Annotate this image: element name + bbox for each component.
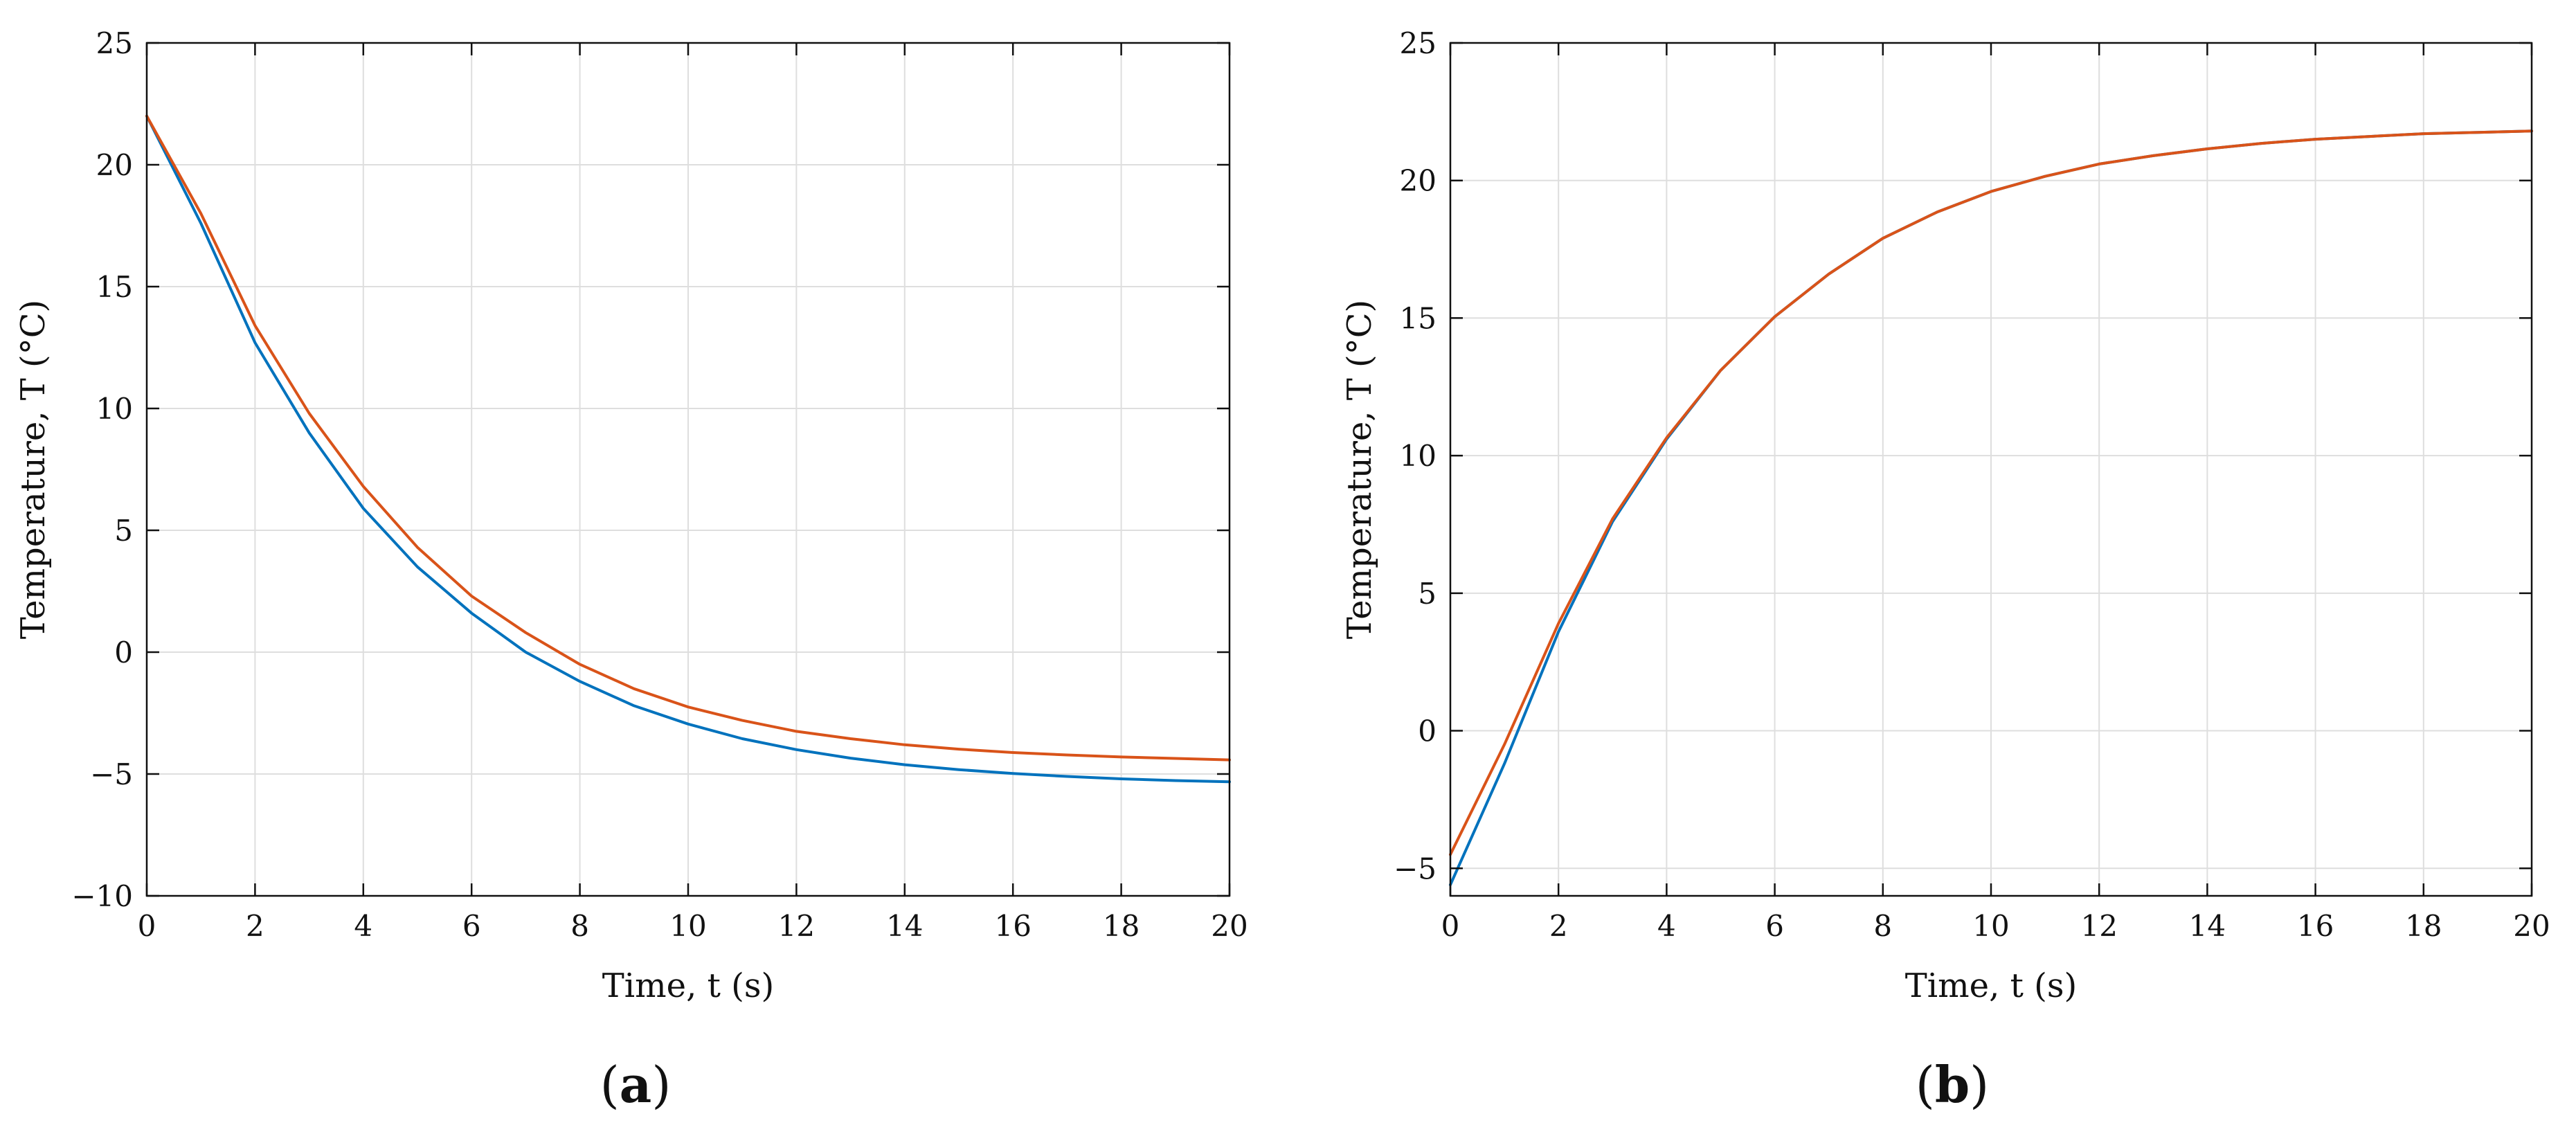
x-tick-label: 16 <box>994 909 1031 943</box>
x-tick-label: 18 <box>1103 909 1140 943</box>
x-tick-label: 6 <box>462 909 481 943</box>
x-tick-label: 0 <box>138 909 156 943</box>
x-tick-label: 20 <box>2513 909 2550 943</box>
x-tick-label: 18 <box>2405 909 2442 943</box>
x-tick-label: 6 <box>1765 909 1784 943</box>
x-tick-label: 10 <box>1972 909 2009 943</box>
y-tick-label: 0 <box>114 636 133 669</box>
y-tick-label: 15 <box>96 270 133 304</box>
x-tick-label: 2 <box>246 909 264 943</box>
x-tick-label: 2 <box>1549 909 1568 943</box>
y-tick-label: −5 <box>90 757 133 791</box>
y-tick-label: 5 <box>114 514 133 548</box>
y-tick-label: 25 <box>96 26 133 60</box>
y-tick-label: 20 <box>1400 164 1436 198</box>
x-axis-label: Time, t (s) <box>1905 966 2077 1005</box>
panel-label-b: (b) <box>1916 1055 1990 1114</box>
x-tick-label: 8 <box>570 909 589 943</box>
panel-label-a: (a) <box>600 1055 672 1114</box>
x-tick-label: 16 <box>2297 909 2334 943</box>
series-line-1 <box>145 114 1231 784</box>
y-tick-label: 20 <box>96 148 133 182</box>
y-tick-label: 10 <box>96 392 133 426</box>
y-tick-label: 25 <box>1400 26 1436 60</box>
x-tick-label: 4 <box>1657 909 1676 943</box>
x-tick-label: 12 <box>2080 909 2117 943</box>
x-tick-label: 12 <box>778 909 815 943</box>
y-axis-label: Temperature, T (°C) <box>1340 300 1379 639</box>
series-line-2 <box>145 114 1231 762</box>
x-tick-label: 14 <box>2189 909 2226 943</box>
x-axis-label: Time, t (s) <box>602 966 774 1005</box>
chart-panel-a: 0 2 4 6 8 10 12 14 16 18 20 −10 −5 0 5 10 15 20 25 Time, t … <box>14 26 1248 1114</box>
x-tick-label: 14 <box>886 909 923 943</box>
y-tick-label: −10 <box>71 879 133 913</box>
x-tick-label: 0 <box>1441 909 1460 943</box>
x-tick-label: 20 <box>1211 909 1248 943</box>
y-tick-label: 0 <box>1418 714 1436 748</box>
y-tick-label: 15 <box>1400 301 1436 335</box>
y-tick-label: −5 <box>1394 852 1436 885</box>
y-tick-label: 10 <box>1400 439 1436 473</box>
x-tick-label: 8 <box>1873 909 1892 943</box>
series-line-2 <box>1449 129 2533 856</box>
x-tick-label: 10 <box>669 909 706 943</box>
x-tick-label: 4 <box>354 909 372 943</box>
y-tick-label: 5 <box>1418 577 1436 611</box>
panel-letter: b <box>1935 1055 1970 1114</box>
panel-letter: a <box>620 1055 652 1114</box>
y-axis-label: Temperature, T (°C) <box>14 300 53 639</box>
